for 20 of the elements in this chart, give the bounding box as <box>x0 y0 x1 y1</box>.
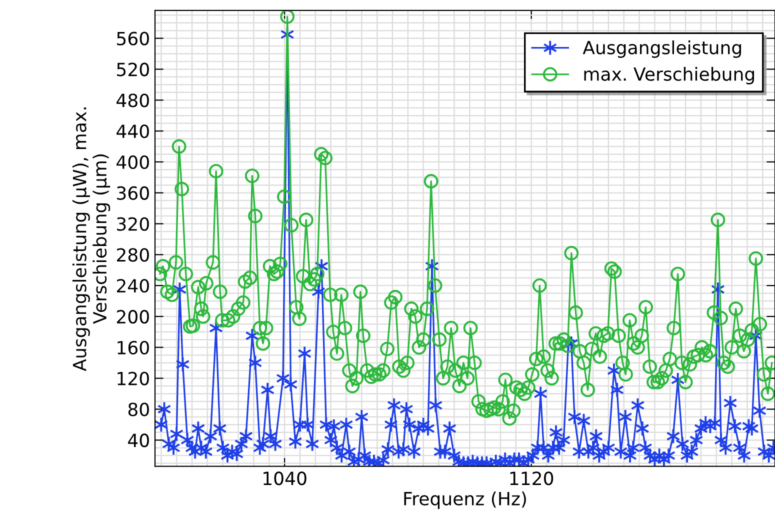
y-tick-label: 40 <box>128 434 149 448</box>
y-tick-label: 560 <box>117 32 149 46</box>
y-tick-label: 120 <box>118 372 149 386</box>
y-tick-label: 240 <box>117 279 149 293</box>
x-tick-label: 1120 <box>510 472 554 486</box>
legend-label: max. Verschiebung <box>584 66 754 84</box>
y-tick-label: 320 <box>117 217 149 231</box>
y-tick-label: 80 <box>128 402 149 416</box>
legend-label: Ausgangsleistung <box>582 40 742 58</box>
y-tick-label: 280 <box>117 248 149 262</box>
y-tick-label: 440 <box>116 124 149 138</box>
y-tick-label: 520 <box>117 62 149 76</box>
y-tick-label: 200 <box>117 310 149 324</box>
x-axis-title: Frequenz (Hz) <box>404 491 526 509</box>
y-tick-label: 360 <box>117 186 149 200</box>
x-tick-label: 1040 <box>264 472 306 486</box>
y-tick-label: 480 <box>116 94 149 108</box>
y-tick-label: 400 <box>116 155 149 170</box>
y-axis-title: Ausgangsleistung (µW), max. Verschiebung (µm) <box>72 107 110 372</box>
y-tick-label: 160 <box>118 340 149 354</box>
